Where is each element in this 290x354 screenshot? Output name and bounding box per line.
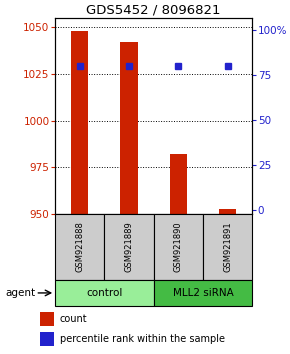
Text: agent: agent	[6, 288, 36, 298]
Bar	[40, 313, 53, 326]
Bar	[170, 154, 187, 214]
Bar	[154, 214, 203, 280]
Bar	[104, 214, 154, 280]
Text: GSM921890: GSM921890	[174, 222, 183, 272]
Text: control: control	[86, 288, 123, 298]
Text: MLL2 siRNA: MLL2 siRNA	[173, 288, 233, 298]
Text: GSM921889: GSM921889	[124, 222, 134, 272]
Bar	[219, 209, 236, 214]
Bar	[55, 280, 154, 306]
Text: count: count	[60, 314, 87, 324]
Text: GSM921891: GSM921891	[223, 222, 232, 272]
Text: percentile rank within the sample: percentile rank within the sample	[60, 333, 225, 344]
Bar	[55, 214, 104, 280]
Bar	[40, 332, 53, 346]
Bar	[154, 280, 252, 306]
Bar	[120, 42, 138, 214]
Text: GSM921888: GSM921888	[75, 222, 84, 272]
Bar	[71, 31, 88, 214]
Title: GDS5452 / 8096821: GDS5452 / 8096821	[86, 4, 221, 17]
Bar	[203, 214, 252, 280]
